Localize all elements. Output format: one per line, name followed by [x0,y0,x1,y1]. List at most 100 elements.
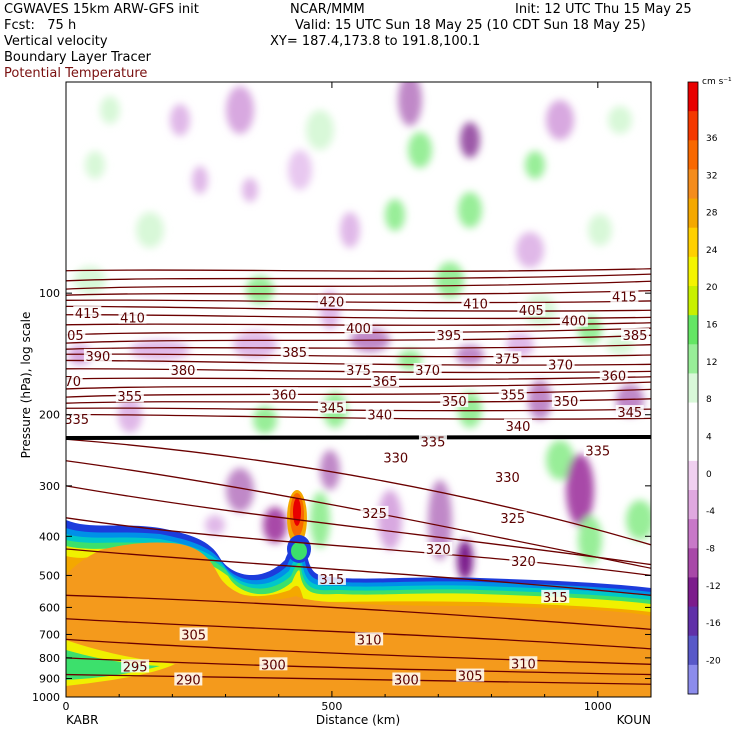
theta-contour [66,376,651,380]
theta-label-bg [509,553,538,567]
colorbar-tick-label: 28 [706,209,718,219]
theta-label: 330 [383,451,408,466]
potential-temperature-contours [66,268,651,685]
theta-label: 310 [511,657,536,672]
theta-contour [66,638,651,665]
x-tick-label: 0 [63,700,70,713]
colorbar-swatch [688,140,698,170]
init-time: Init: 12 UTC Thu 15 May 25 [515,2,692,17]
theta-contour [66,280,651,290]
theta-label-bg [381,450,410,464]
y-axis: 100 200 300 400 500 600 700 800 900 1000 [32,287,651,704]
theta-label-bg [66,412,91,426]
field-potential-temperature: Potential Temperature [4,66,148,81]
theta-contour [66,334,651,344]
colorbar-tick-label: -8 [706,544,715,554]
colorbar-tick-label: 36 [706,134,718,144]
theta-label-bg [280,345,309,359]
colorbar-tick-label: 0 [706,470,712,480]
theta-label-bg [317,294,346,308]
theta-label: 360 [272,388,297,403]
colorbar-swatch [688,664,698,695]
theta-label: 330 [495,471,520,486]
tropopause-line [66,435,651,440]
y-tick-label: 900 [39,673,60,686]
theta-contour [66,594,651,631]
theta-label-bg [610,289,639,303]
plot-frame [65,81,652,698]
y-tick-label: 400 [39,530,60,543]
theta-label: 365 [373,375,398,390]
colorbar-swatch [688,402,698,433]
theta-label-bg [413,363,442,377]
colorbar-tick-label: 16 [706,321,718,331]
colorbar-swatch [688,82,698,112]
theta-contour [66,344,651,350]
theta-label-bg [615,405,644,419]
colorbar-swatch [688,256,698,287]
theta-contour [66,289,651,296]
colorbar-swatch [688,548,698,578]
colorbar-tick-label: -20 [706,656,721,666]
theta-label: 370 [548,358,573,373]
theta-label-bg [259,657,288,671]
colorbar-tick-label: 20 [706,283,718,293]
forecast-hour: Fcst: 75 h [4,18,77,33]
colorbar-swatch [688,286,698,316]
theta-label: 305 [181,628,206,643]
theta-label-bg [344,321,373,335]
theta-contour [66,322,651,326]
theta-contour [66,548,651,596]
y-tick-label: 800 [39,652,60,665]
valid-time: Valid: 15 UTC Sun 18 May 25 (10 CDT Sun … [295,18,646,33]
field-vertical-velocity: Vertical velocity [4,34,108,49]
theta-label: 395 [436,329,461,344]
theta-label: 300 [261,658,286,673]
theta-contour [66,407,651,412]
theta-label: 400 [346,322,371,337]
x-axis-label: Distance (km) [316,713,400,727]
theta-label: 405 [519,304,544,319]
theta-label-bg [424,541,453,555]
theta-label: 415 [75,307,100,322]
theta-label-bg [621,328,650,342]
theta-label-bg [371,373,400,387]
field-boundary-layer-tracer: Boundary Layer Tracer [4,50,151,65]
colorbar-tick-label: 32 [706,171,717,181]
colorbar-tick-label: -12 [706,582,721,592]
theta-label-bg [498,387,527,401]
y-tick-label: 600 [39,601,60,614]
theta-contour [66,368,651,374]
colorbar-tick-label: -4 [706,507,715,517]
theta-label: 345 [319,402,344,417]
theta-label-bg [317,400,346,414]
theta-label: 410 [463,297,488,312]
theta-label: 385 [623,329,648,344]
colorbar-swatch [688,344,698,374]
theta-label: 350 [442,395,467,410]
colorbar-swatch [688,111,698,141]
theta-label: 375 [495,352,520,367]
theta-label: 370 [415,364,440,379]
agency-label: NCAR/MMM [290,2,365,17]
theta-label: 290 [176,673,201,688]
colorbar-tick-label: 8 [706,395,712,405]
colorbar-swatch [688,519,698,549]
theta-label-bg [355,632,384,646]
y-tick-label: 700 [39,628,60,641]
theta-contour [66,485,651,566]
theta-label-bg [418,434,447,448]
theta-label: 335 [64,413,89,428]
y-axis-label: Pressure (hPa), log scale [19,312,33,459]
y-tick-label: 500 [39,569,60,582]
theta-label: 315 [319,573,344,588]
theta-label-bg [517,302,546,316]
colorbar: 36 32 28 24 20 16 12 8 4 0 -4 -8 -12 -16 -20 [687,81,721,695]
theta-contour [66,673,651,685]
theta-contour [66,413,651,420]
right-station-label: KOUN [617,713,651,727]
theta-label: 420 [319,296,344,311]
theta-label: 340 [506,420,531,435]
theta-label-bg [73,306,102,320]
theta-label-bg [317,571,346,585]
